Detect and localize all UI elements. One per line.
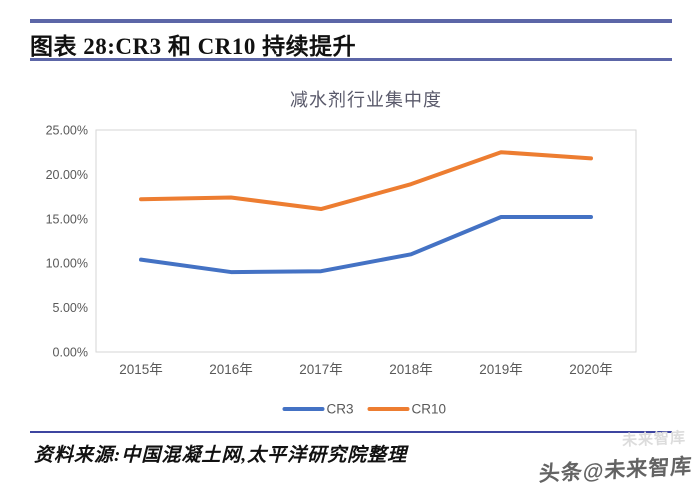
series-line-cr3 (139, 215, 593, 275)
chart-legend: CR3 CR10 (282, 402, 447, 417)
header-bottom-rule (30, 58, 672, 61)
y-tick-label: 25.00% (46, 124, 88, 138)
x-tick-label: 2018年 (389, 362, 433, 377)
x-tick-label: 2017年 (299, 362, 343, 377)
watermark-ghost-text: 未来智库 (621, 429, 687, 450)
legend-label-cr10: CR10 (412, 402, 447, 417)
series-lines (139, 150, 593, 275)
plot-area-border (95, 129, 637, 353)
watermark: 未来智库 头条@未来智库 (504, 429, 694, 487)
legend-label-cr3: CR3 (327, 402, 354, 417)
y-axis-labels: 0.00% 5.00% 10.00% 15.00% 20.00% 25.00% (46, 124, 88, 360)
source-rule (30, 431, 672, 433)
y-tick-label: 15.00% (46, 212, 88, 226)
x-tick-label: 2015年 (119, 362, 163, 377)
x-tick-label: 2019年 (479, 362, 523, 377)
y-tick-label: 20.00% (46, 168, 88, 182)
y-tick-label: 10.00% (46, 257, 88, 271)
line-chart: 0.00% 5.00% 10.00% 15.00% 20.00% 25.00% 2015年… (46, 124, 637, 417)
x-tick-label: 2016年 (209, 362, 253, 377)
header-top-rule (30, 19, 672, 23)
watermark-main-text: 头条@未来智库 (537, 454, 693, 487)
source-note: 资料来源:中国混凝土网,太平洋研究院整理 (34, 445, 408, 466)
x-tick-label: 2020年 (569, 362, 613, 377)
x-axis-labels: 2015年 2016年 2017年 2018年 2019年 2020年 (119, 362, 613, 377)
chart-title: 减水剂行业集中度 (290, 90, 442, 110)
figure-title: 图表 28:CR3 和 CR10 持续提升 (30, 34, 357, 59)
y-tick-label: 5.00% (53, 301, 88, 315)
series-line-cr10 (139, 150, 593, 212)
y-tick-label: 0.00% (53, 346, 88, 360)
